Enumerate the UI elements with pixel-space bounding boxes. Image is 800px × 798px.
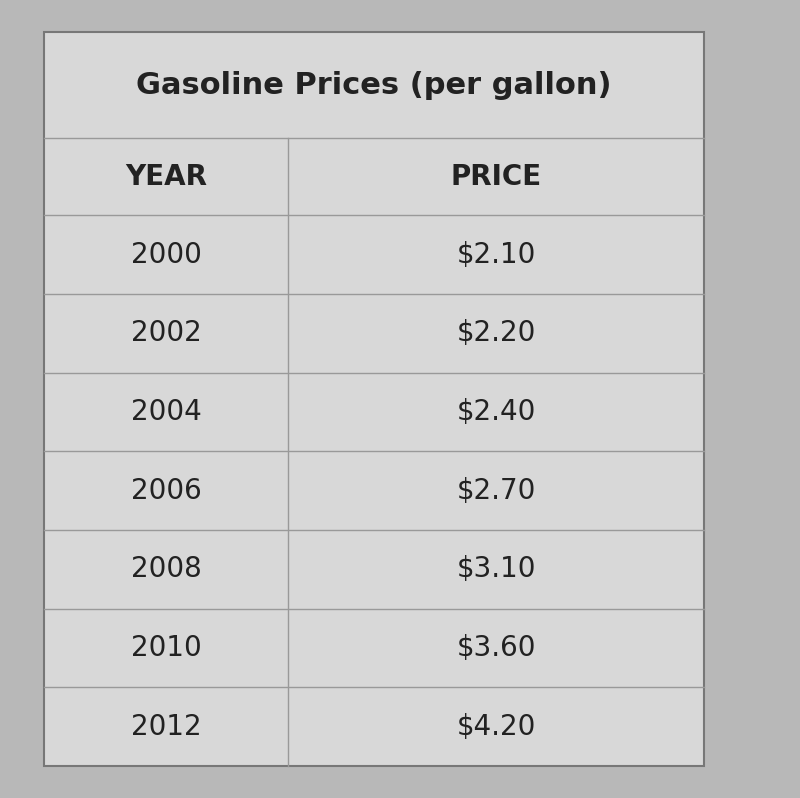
Text: 2008: 2008 bbox=[130, 555, 202, 583]
Text: 2004: 2004 bbox=[130, 398, 202, 426]
Text: $2.20: $2.20 bbox=[457, 319, 536, 347]
Text: $3.60: $3.60 bbox=[456, 634, 536, 662]
Bar bbox=[44, 32, 704, 766]
Text: $3.10: $3.10 bbox=[456, 555, 536, 583]
Text: $2.70: $2.70 bbox=[457, 476, 536, 505]
Text: 2006: 2006 bbox=[130, 476, 202, 505]
Text: YEAR: YEAR bbox=[125, 163, 207, 191]
Text: $2.10: $2.10 bbox=[457, 241, 536, 269]
Text: 2002: 2002 bbox=[130, 319, 202, 347]
Text: 2012: 2012 bbox=[130, 713, 202, 741]
Text: Gasoline Prices (per gallon): Gasoline Prices (per gallon) bbox=[136, 71, 612, 100]
Text: 2010: 2010 bbox=[130, 634, 202, 662]
Text: $4.20: $4.20 bbox=[457, 713, 536, 741]
Text: PRICE: PRICE bbox=[450, 163, 542, 191]
Text: 2000: 2000 bbox=[130, 241, 202, 269]
Text: $2.40: $2.40 bbox=[457, 398, 536, 426]
